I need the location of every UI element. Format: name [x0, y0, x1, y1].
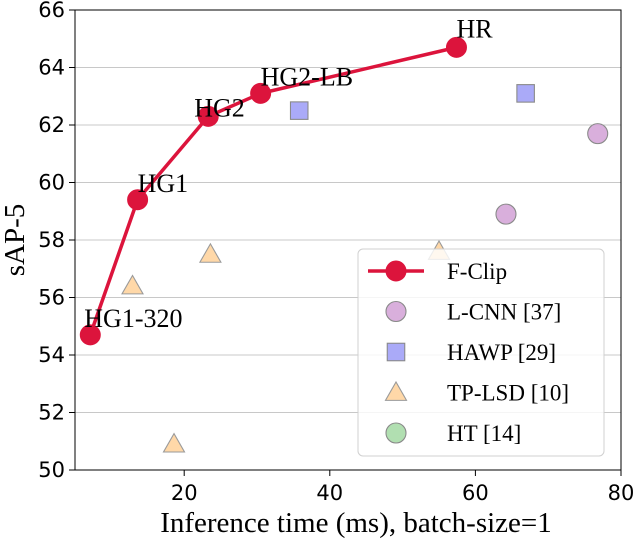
data-point — [197, 105, 219, 127]
data-point — [587, 123, 609, 145]
point-label: HG2-LB — [261, 62, 353, 91]
axes — [69, 9, 622, 476]
x-tick-label: 80 — [608, 481, 635, 505]
legend-marker — [384, 380, 408, 401]
data-point — [121, 274, 144, 295]
legend-label: HAWP [29] — [447, 340, 556, 365]
point-label: HG1 — [138, 169, 189, 198]
y-tick-label: 60 — [38, 171, 65, 195]
legend-item: HAWP [29] — [386, 340, 556, 365]
data-point — [495, 203, 517, 225]
data-point — [127, 189, 149, 211]
x-tick-label: 60 — [462, 481, 489, 505]
legend-label: TP-LSD [10] — [447, 381, 569, 406]
legend: F-Clip L-CNN [37] HAWP [29] TP-LSD [10] HT [… — [357, 248, 605, 457]
y-tick-label: 50 — [38, 458, 65, 482]
y-tick-label: 56 — [38, 286, 65, 310]
legend-item: HT [14] — [385, 421, 521, 446]
legend-box — [357, 248, 605, 457]
y-tick-label: 62 — [38, 113, 65, 137]
y-tick-label: 54 — [38, 343, 65, 367]
x-tick-label: 20 — [171, 481, 198, 505]
x-tick-label: 40 — [316, 481, 343, 505]
y-tick-label: 66 — [38, 0, 65, 22]
data-point — [79, 324, 101, 346]
legend-item: TP-LSD [10] — [384, 380, 569, 406]
data-point — [162, 432, 186, 453]
series-l-cnn-37 — [495, 123, 609, 225]
legend-marker — [386, 342, 406, 362]
legend-label: HT [14] — [447, 421, 521, 446]
point-labels: HG1-320 HG1 HG2 HG2-LB HR — [84, 14, 493, 333]
series-f-clip — [79, 36, 467, 346]
legend-label: L-CNN [37] — [447, 300, 561, 325]
y-tick-label: 52 — [38, 401, 65, 425]
data-point — [445, 36, 467, 58]
y-axis-label: sAP-5 — [0, 204, 31, 277]
data-point — [250, 82, 272, 104]
data-point — [289, 101, 309, 120]
series-hawp-29 — [289, 84, 535, 120]
data-point — [516, 84, 535, 103]
series-layer — [79, 36, 609, 453]
legend-marker — [385, 300, 407, 323]
legend-marker — [385, 422, 407, 444]
y-tick-label: 64 — [38, 56, 65, 80]
y-tick-label: 58 — [38, 228, 65, 252]
point-label: HG2 — [194, 93, 245, 122]
point-label: HG1-320 — [84, 304, 182, 333]
x-axis-label: Inference time (ms), batch-size=1 — [160, 507, 552, 539]
legend-item: L-CNN [37] — [385, 300, 561, 325]
legend-marker — [385, 260, 407, 282]
data-point — [198, 242, 222, 263]
point-label: HR — [456, 14, 493, 43]
legend-item: F-Clip — [368, 259, 507, 284]
tick-labels: 50 52 54 56 58 60 62 64 66 20 40 60 80 — [38, 0, 634, 505]
legend-label: F-Clip — [447, 259, 507, 284]
